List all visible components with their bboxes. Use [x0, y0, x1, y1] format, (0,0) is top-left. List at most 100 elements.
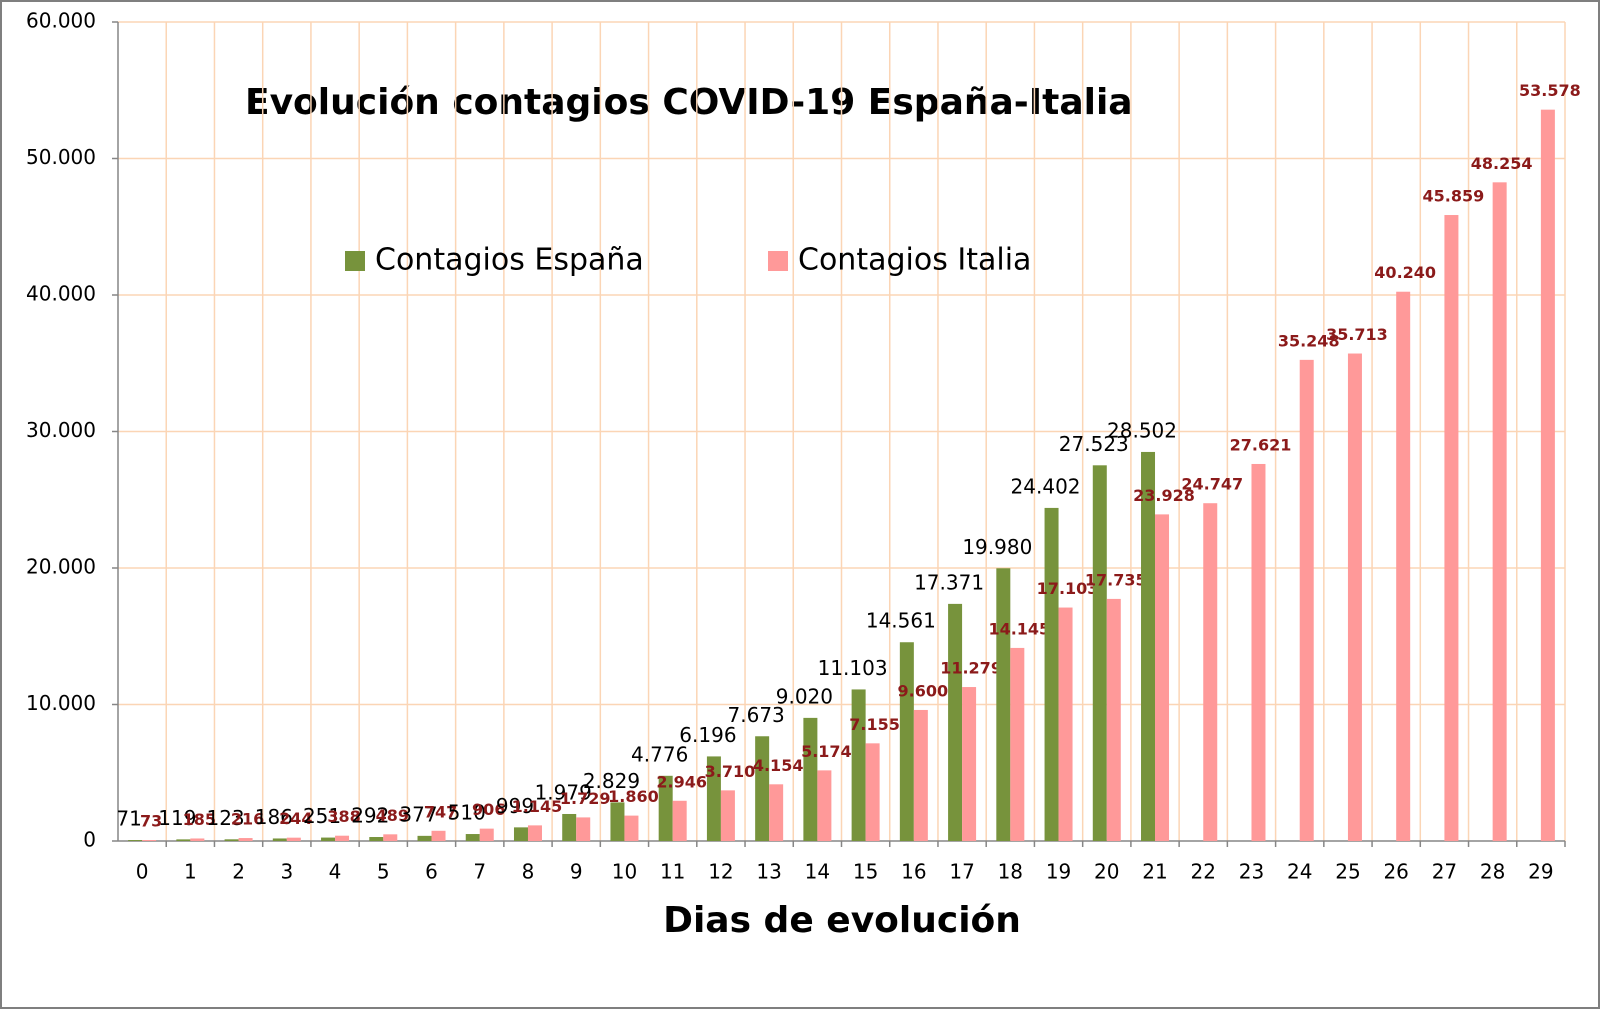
value-label: 9.600 — [898, 681, 949, 700]
value-label: 244 — [279, 809, 312, 828]
x-tick-label: 29 — [1528, 860, 1553, 884]
bar — [1347, 353, 1362, 841]
value-label: 11.279 — [940, 659, 1002, 678]
bar — [369, 837, 384, 841]
value-label: 45.859 — [1423, 187, 1485, 206]
value-label: 489 — [376, 806, 409, 825]
value-label: 999 — [496, 794, 534, 818]
bar — [431, 830, 446, 841]
x-tick-label: 26 — [1383, 860, 1408, 884]
bar — [1444, 215, 1459, 841]
value-label: 292 — [351, 804, 389, 828]
x-tick-label: 5 — [377, 860, 390, 884]
bar — [769, 784, 784, 841]
y-tick-label: 0 — [83, 828, 96, 852]
x-tick-label: 19 — [1046, 860, 1071, 884]
value-label: 35.713 — [1326, 325, 1388, 344]
x-tick-label: 3 — [280, 860, 293, 884]
bar — [1251, 463, 1266, 841]
value-label: 7.155 — [849, 715, 900, 734]
bar — [321, 837, 336, 841]
bar — [513, 827, 528, 841]
value-label: 35.248 — [1278, 331, 1340, 350]
value-label: 2.946 — [656, 772, 707, 791]
bar — [527, 825, 542, 841]
bar — [706, 756, 721, 841]
value-label: 119 — [158, 806, 196, 830]
y-tick-label: 10.000 — [26, 691, 96, 715]
value-label: 27.523 — [1059, 432, 1129, 456]
bar — [1299, 359, 1314, 841]
x-tick-label: 24 — [1287, 860, 1312, 884]
bar — [224, 839, 239, 841]
y-tick-label: 30.000 — [26, 418, 96, 442]
value-label: 1.979 — [535, 780, 592, 804]
bar — [417, 835, 432, 841]
bar — [1106, 598, 1121, 841]
bar — [1010, 647, 1025, 841]
bar — [1492, 182, 1507, 842]
bar — [817, 770, 832, 841]
value-label: 19.980 — [962, 535, 1032, 559]
x-tick-label: 28 — [1480, 860, 1505, 884]
bar — [899, 642, 914, 841]
value-label: 123 — [206, 806, 244, 830]
y-tick-label: 20.000 — [26, 555, 96, 579]
value-label: 186 — [255, 805, 293, 829]
x-axis-title: Dias de evolución — [663, 900, 1021, 941]
x-tick-label: 4 — [329, 860, 342, 884]
x-tick-label: 1 — [184, 860, 197, 884]
x-tick-label: 18 — [998, 860, 1023, 884]
x-tick-label: 20 — [1094, 860, 1119, 884]
chart-title: Evolución contagios COVID-19 España-Ital… — [245, 82, 1133, 123]
x-tick-label: 8 — [522, 860, 535, 884]
value-label: 23.928 — [1133, 486, 1195, 505]
bar — [720, 790, 735, 841]
bar — [1044, 507, 1059, 841]
bar — [142, 840, 157, 841]
legend-label: Contagios Italia — [798, 243, 1031, 278]
bar — [1203, 503, 1218, 841]
bar — [996, 568, 1011, 841]
x-tick-label: 7 — [473, 860, 486, 884]
bar — [624, 815, 639, 841]
value-label: 40.240 — [1374, 263, 1436, 282]
x-tick-label: 0 — [136, 860, 149, 884]
bar — [803, 717, 818, 841]
bar — [562, 813, 577, 841]
bar — [1396, 291, 1411, 841]
value-label: 27.621 — [1230, 435, 1292, 454]
bar — [238, 838, 253, 841]
legend-label: Contagios España — [375, 243, 644, 278]
value-label: 5.174 — [801, 742, 852, 761]
x-tick-label: 10 — [612, 860, 637, 884]
x-tick-label: 16 — [901, 860, 926, 884]
x-tick-label: 22 — [1191, 860, 1216, 884]
x-tick-label: 21 — [1142, 860, 1167, 884]
bar — [286, 837, 301, 841]
value-label: 2.829 — [583, 769, 640, 793]
bar — [576, 817, 591, 841]
value-label: 388 — [327, 807, 360, 826]
bar — [1141, 451, 1156, 841]
x-tick-label: 15 — [853, 860, 878, 884]
value-label: 73 — [140, 812, 162, 831]
value-label: 3.710 — [705, 762, 756, 781]
value-label: 747 — [424, 802, 457, 821]
value-label: 17.103 — [1037, 579, 1099, 598]
value-label: 17.371 — [914, 570, 984, 594]
bar — [865, 743, 880, 841]
value-label: 510 — [448, 801, 486, 825]
bar — [272, 838, 287, 841]
bar — [383, 834, 398, 841]
value-label: 4.154 — [753, 756, 804, 775]
bar — [1155, 514, 1170, 841]
bar — [962, 687, 977, 841]
x-tick-label: 14 — [805, 860, 830, 884]
value-label: 17.735 — [1085, 570, 1147, 589]
bar — [128, 840, 143, 841]
bar — [1058, 607, 1073, 841]
bar — [1092, 465, 1107, 841]
value-label: 11.103 — [818, 656, 888, 680]
